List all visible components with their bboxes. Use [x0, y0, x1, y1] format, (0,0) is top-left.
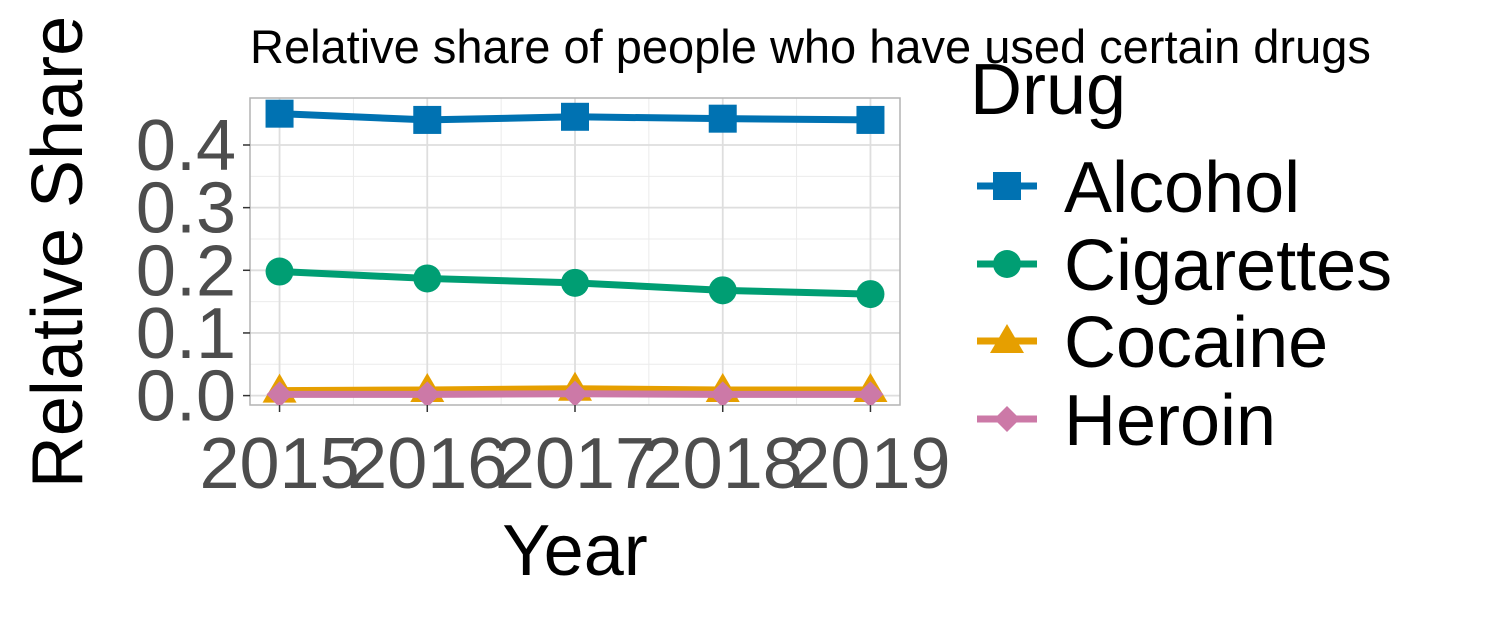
legend-item-cocaine: Cocaine: [977, 303, 1328, 383]
data-point-alcohol: [561, 102, 589, 131]
legend-item-heroin: Heroin: [977, 381, 1276, 461]
x-tick-label: 2018: [643, 424, 803, 504]
series-alcohol: [265, 99, 885, 134]
data-point-alcohol: [708, 104, 737, 133]
x-tick-label: 2017: [495, 424, 655, 504]
legend-key-marker: [990, 324, 1024, 353]
series-heroin: [266, 380, 884, 405]
data-point-heroin: [266, 381, 293, 405]
legend-key-marker: [994, 406, 1020, 432]
series-cigarettes: [265, 257, 885, 309]
legend-label: Cigarettes: [1064, 226, 1392, 306]
y-axis: 0.00.10.20.30.4: [136, 106, 250, 437]
data-point-cigarettes: [856, 280, 885, 309]
legend-key-marker: [993, 250, 1021, 278]
data-point-cigarettes: [413, 264, 442, 293]
data-point-heroin: [857, 381, 884, 405]
legend-item-alcohol: Alcohol: [977, 148, 1300, 228]
data-point-cigarettes: [265, 257, 294, 286]
y-tick-label: 0.0: [136, 357, 236, 437]
legend-item-cigarettes: Cigarettes: [977, 226, 1392, 306]
legend-label: Heroin: [1064, 381, 1276, 461]
chart-title: Relative share of people who have used c…: [250, 20, 1371, 73]
x-tick-label: 2015: [199, 424, 359, 504]
data-point-alcohol: [265, 99, 294, 128]
data-point-heroin: [709, 381, 736, 405]
data-point-heroin: [562, 380, 588, 405]
legend-key-marker: [993, 172, 1021, 200]
y-axis-label: Relative Share: [18, 16, 98, 488]
series-group: [262, 99, 888, 405]
data-point-cigarettes: [561, 268, 589, 297]
data-point-alcohol: [856, 105, 885, 134]
legend-label: Alcohol: [1064, 148, 1300, 228]
y-tick-label: 0.2: [136, 231, 236, 311]
y-tick-label: 0.4: [136, 106, 236, 186]
x-axis-label: Year: [502, 511, 647, 591]
data-point-heroin: [414, 381, 441, 405]
y-tick-label: 0.3: [136, 169, 236, 249]
y-tick-label: 0.1: [136, 294, 236, 374]
x-tick-label: 2016: [347, 424, 507, 504]
x-tick-label: 2019: [790, 424, 950, 504]
legend-title: Drug: [970, 50, 1126, 130]
legend-label: Cocaine: [1064, 303, 1328, 383]
data-point-cigarettes: [708, 276, 737, 305]
data-point-alcohol: [413, 105, 442, 134]
